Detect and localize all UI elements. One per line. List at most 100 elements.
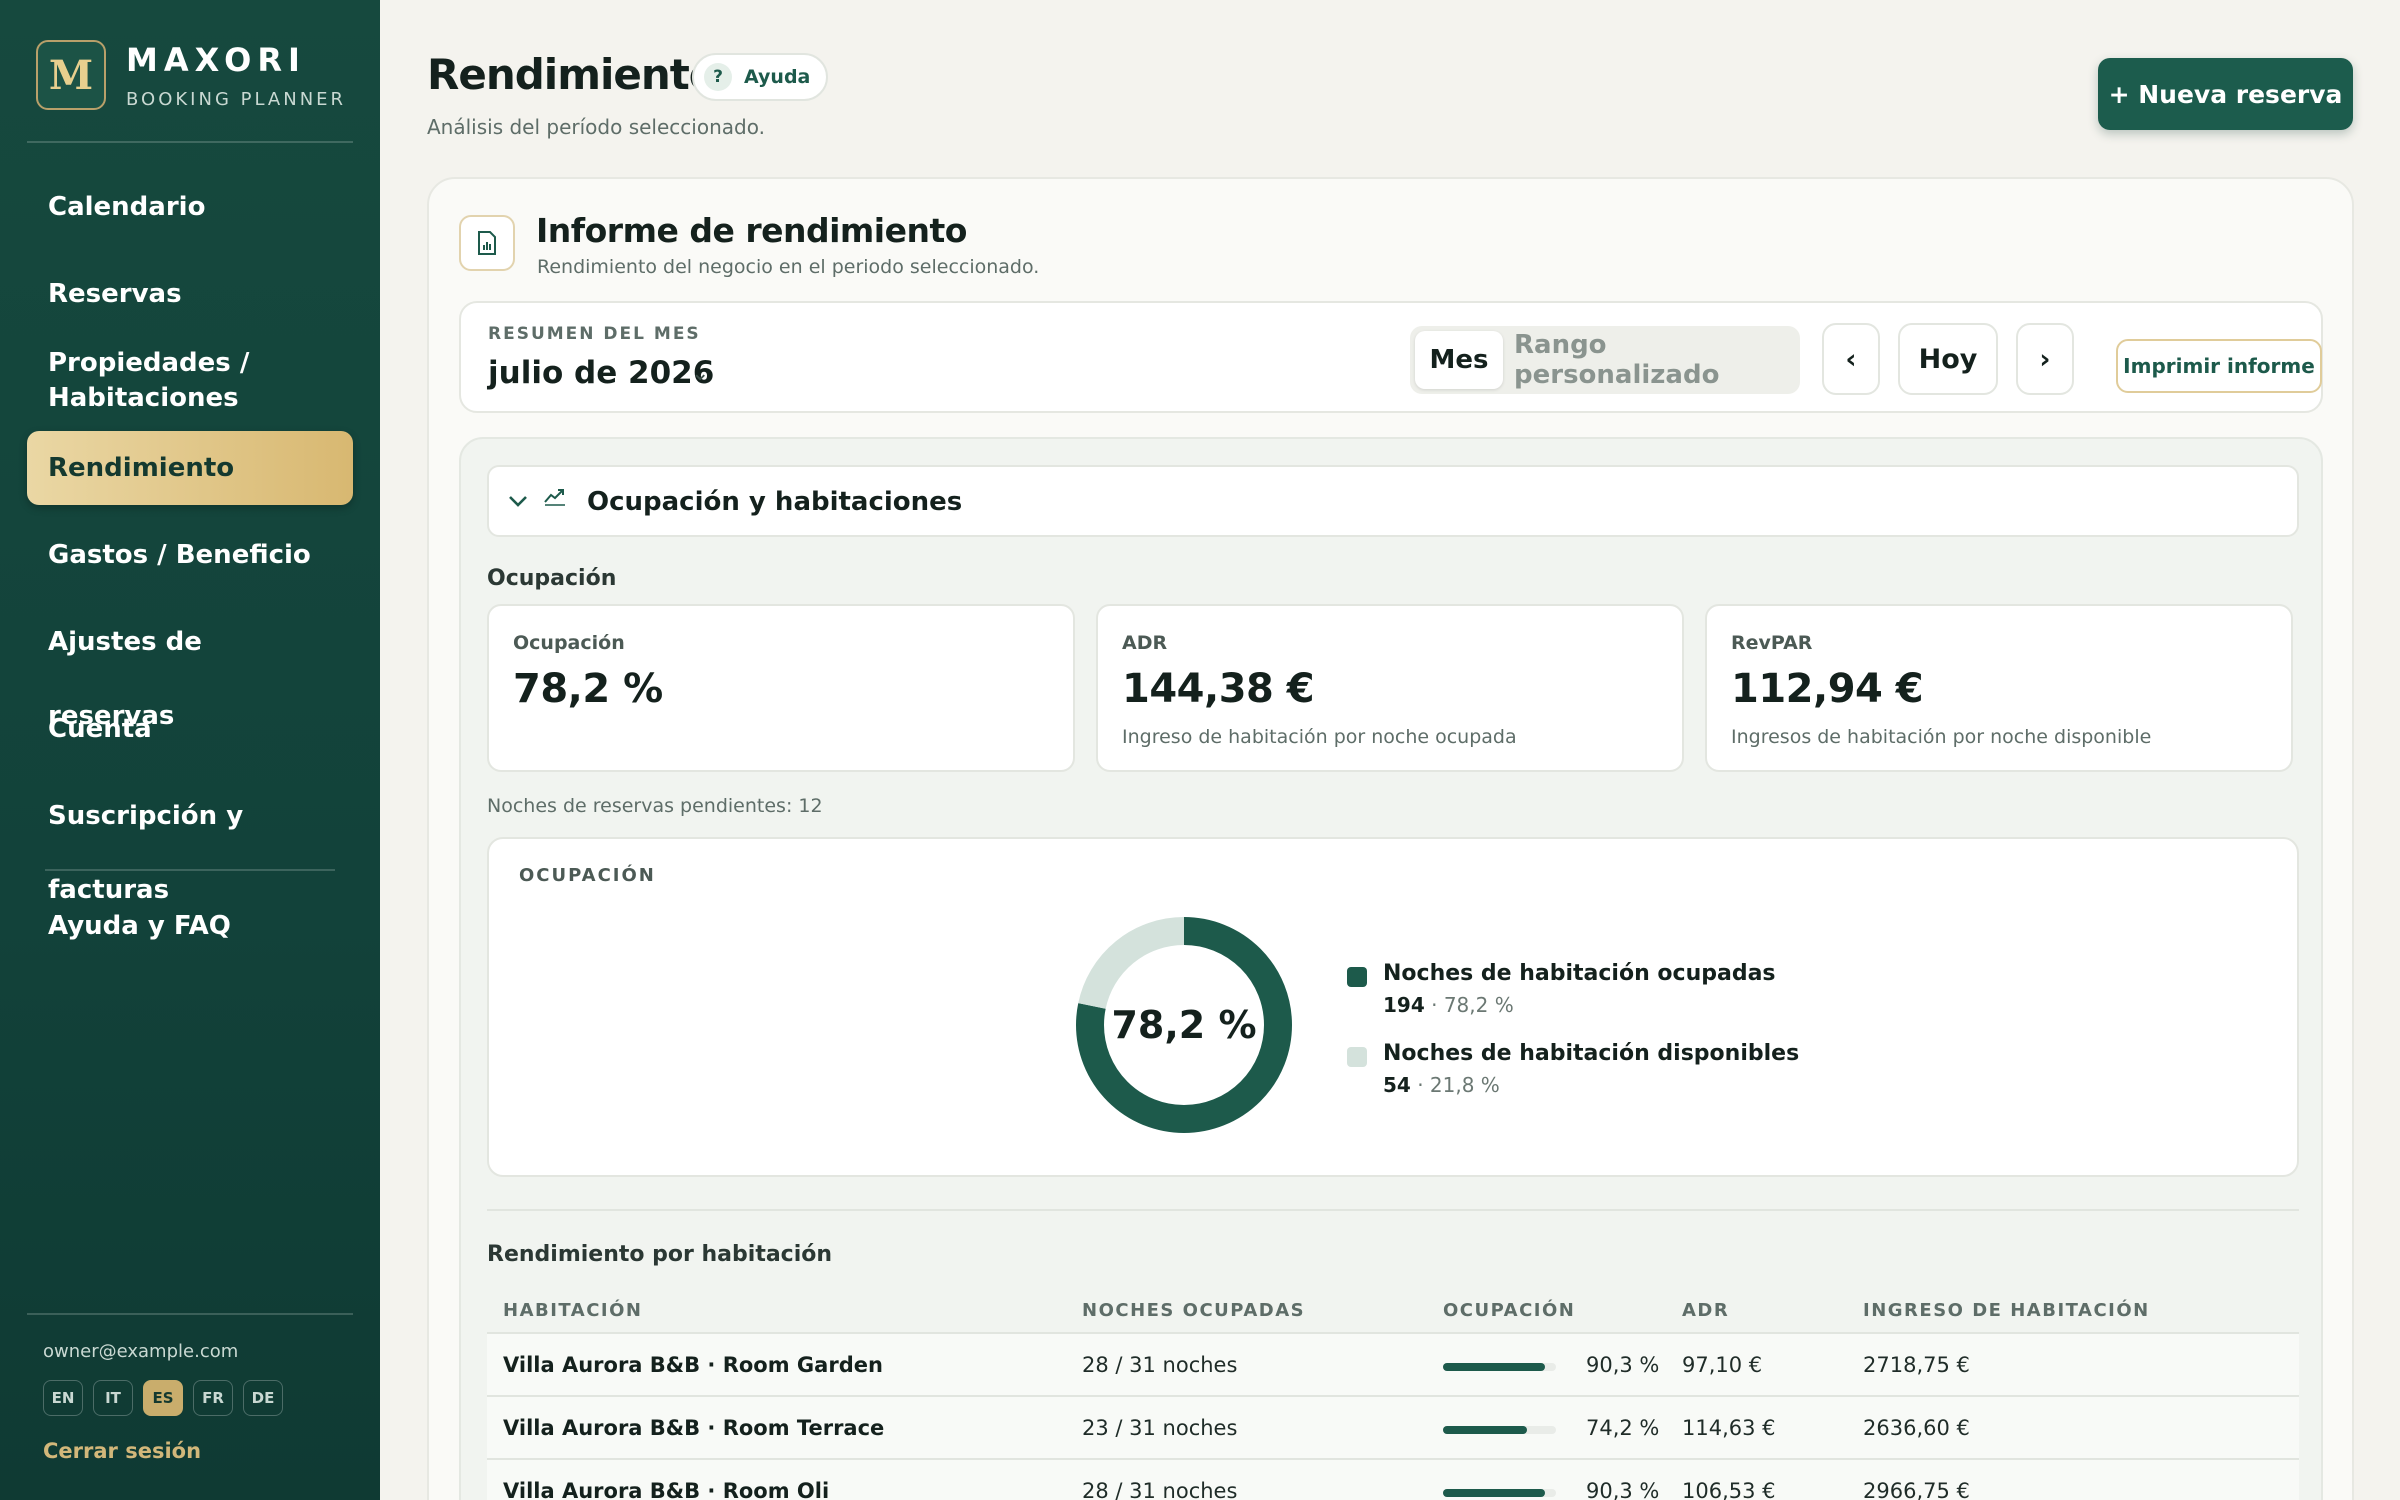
kpi-card-occupancy: Ocupación 78,2 %	[487, 604, 1075, 772]
section-title: Ocupación y habitaciones	[587, 487, 963, 517]
occupancy-chart-card: OCUPACIÓN 78,2 % Noches de habitación oc…	[487, 837, 2299, 1177]
question-icon: ?	[704, 63, 732, 91]
legend-value: 194	[1383, 993, 1425, 1017]
sidebar-item-rendimiento[interactable]: Rendimiento	[27, 431, 353, 505]
pending-nights: Noches de reservas pendientes: 12	[487, 795, 823, 817]
sidebar-item-cuenta[interactable]: Cuenta	[48, 714, 152, 744]
room-name: Villa Aurora B&B · Room Oli	[503, 1479, 830, 1500]
sidebar-nav: Calendario Reservas Propiedades / Habita…	[27, 170, 353, 976]
donut-slice-1	[1076, 917, 1292, 1133]
period-label: RESUMEN DEL MES	[488, 324, 701, 344]
nav-divider	[45, 869, 335, 871]
page-subtitle: Análisis del período seleccionado.	[427, 115, 765, 139]
legend-stats: 54 · 21,8 %	[1383, 1073, 1500, 1097]
room-performance-table: HABITACIÓN NOCHES OCUPADAS OCUPACIÓN ADR…	[487, 1284, 2299, 1500]
brand[interactable]: M MAXORI BOOKING PLANNER	[36, 40, 346, 110]
next-period-button[interactable]: ›	[2016, 323, 2074, 395]
logout-link[interactable]: Cerrar sesión	[43, 1439, 202, 1463]
occupancy-heading: Ocupación	[487, 566, 617, 591]
column-header[interactable]: OCUPACIÓN	[1443, 1300, 1576, 1321]
report-card: Informe de rendimiento Rendimiento del n…	[427, 177, 2354, 1500]
table-body: Villa Aurora B&B · Room Garden 28 / 31 no…	[487, 1334, 2299, 1500]
period-bar: RESUMEN DEL MES julio de 2026 ⌄ Mes Rang…	[459, 301, 2323, 413]
toggle-custom-range[interactable]: Rango personalizado	[1514, 330, 1720, 390]
today-button[interactable]: Hoy	[1898, 323, 1998, 395]
print-report-button[interactable]: Imprimir informe	[2116, 339, 2322, 393]
legend-name: Noches de habitación ocupadas	[1383, 961, 1776, 986]
kpi-label: Ocupación	[513, 632, 625, 654]
brand-logo: M	[36, 40, 106, 110]
new-booking-button[interactable]: + Nueva reserva	[2098, 58, 2353, 130]
donut-center-label: 78,2 %	[1111, 1003, 1257, 1047]
lang-de[interactable]: DE	[243, 1380, 283, 1416]
report-doc-icon	[459, 215, 515, 271]
table-header: HABITACIÓN NOCHES OCUPADAS OCUPACIÓN ADR…	[487, 1284, 2299, 1334]
sidebar-item-reservas[interactable]: Reservas	[48, 279, 182, 309]
room-revenue: 2966,75 €	[1863, 1479, 1970, 1500]
section-header[interactable]: Ocupación y habitaciones	[487, 465, 2299, 537]
sidebar-item-ajustes[interactable]: Ajustes de reservas	[48, 627, 202, 731]
prev-period-button[interactable]: ‹	[1822, 323, 1880, 395]
kpi-description: Ingresos de habitación por noche disponi…	[1731, 726, 2152, 748]
column-header[interactable]: NOCHES OCUPADAS	[1082, 1300, 1306, 1321]
report-subtitle: Rendimiento del negocio en el periodo se…	[537, 256, 1040, 278]
legend-swatch	[1347, 1047, 1367, 1067]
trend-icon	[543, 486, 567, 512]
column-header[interactable]: INGRESO DE HABITACIÓN	[1863, 1300, 2150, 1321]
user-email: owner@example.com	[43, 1341, 239, 1362]
legend-pct: 78,2 %	[1443, 993, 1514, 1017]
lang-en[interactable]: EN	[43, 1380, 83, 1416]
kpi-value: 112,94 €	[1731, 666, 1924, 712]
kpi-label: RevPAR	[1731, 632, 1813, 654]
occupancy-pct: 90,3 %	[1586, 1353, 1660, 1377]
table-row[interactable]: Villa Aurora B&B · Room Oli 28 / 31 noche…	[487, 1460, 2299, 1500]
period-select[interactable]: julio de 2026	[488, 355, 715, 391]
help-button[interactable]: ? Ayuda	[692, 53, 829, 101]
room-performance-title: Rendimiento por habitación	[487, 1242, 833, 1267]
legend-value: 54	[1383, 1073, 1411, 1097]
brand-divider	[27, 141, 353, 143]
legend-pct: 21,8 %	[1429, 1073, 1500, 1097]
sidebar-item-gastos[interactable]: Gastos / Beneficio	[48, 540, 311, 570]
occupancy-bar	[1443, 1363, 1556, 1371]
lang-it[interactable]: IT	[93, 1380, 133, 1416]
chevron-down-icon[interactable]: ⌄	[691, 361, 710, 386]
room-adr: 106,53 €	[1682, 1479, 1776, 1500]
chart-title: OCUPACIÓN	[519, 865, 656, 886]
chevron-down-icon[interactable]	[507, 489, 529, 514]
occupancy-section: Ocupación y habitaciones Ocupación Ocupa…	[459, 437, 2323, 1500]
kpi-label: ADR	[1122, 632, 1168, 654]
occupancy-bar	[1443, 1426, 1556, 1434]
column-header[interactable]: ADR	[1682, 1300, 1730, 1321]
kpi-card-adr: ADR 144,38 € Ingreso de habitación por n…	[1096, 604, 1684, 772]
sidebar-item-ayuda[interactable]: Ayuda y FAQ	[48, 911, 231, 941]
sidebar-item-propiedades[interactable]: Propiedades / Habitaciones	[48, 348, 250, 413]
sidebar-item-calendario[interactable]: Calendario	[48, 192, 206, 222]
occupancy-bar-fill	[1443, 1489, 1546, 1497]
room-revenue: 2718,75 €	[1863, 1353, 1970, 1377]
lang-fr[interactable]: FR	[193, 1380, 233, 1416]
kpi-card-revpar: RevPAR 112,94 € Ingresos de habitación p…	[1705, 604, 2293, 772]
language-switcher: EN IT ES FR DE	[43, 1380, 283, 1416]
table-row[interactable]: Villa Aurora B&B · Room Terrace 23 / 31 n…	[487, 1397, 2299, 1460]
nights-occupied: 28 / 31 noches	[1082, 1353, 1238, 1377]
table-row[interactable]: Villa Aurora B&B · Room Garden 28 / 31 no…	[487, 1334, 2299, 1397]
lang-es[interactable]: ES	[143, 1380, 183, 1416]
brand-subtitle: BOOKING PLANNER	[126, 88, 347, 110]
sidebar-item-suscripcion[interactable]: Suscripción y facturas	[48, 801, 244, 905]
occupancy-bar	[1443, 1489, 1556, 1497]
legend-swatch	[1347, 967, 1367, 987]
report-doc-svg	[478, 231, 496, 255]
legend-name: Noches de habitación disponibles	[1383, 1041, 1800, 1066]
divider	[487, 1209, 2299, 1211]
room-name: Villa Aurora B&B · Room Terrace	[503, 1416, 885, 1440]
kpi-value: 144,38 €	[1122, 666, 1315, 712]
room-adr: 97,10 €	[1682, 1353, 1763, 1377]
occupancy-bar-fill	[1443, 1426, 1527, 1434]
column-header[interactable]: HABITACIÓN	[503, 1300, 643, 1321]
toggle-month[interactable]: Mes	[1415, 331, 1503, 389]
sidebar: M MAXORI BOOKING PLANNER Calendario Rese…	[0, 0, 380, 1500]
kpi-value: 78,2 %	[513, 666, 663, 712]
occupancy-pct: 90,3 %	[1586, 1479, 1660, 1500]
report-title: Informe de rendimiento	[536, 211, 967, 250]
